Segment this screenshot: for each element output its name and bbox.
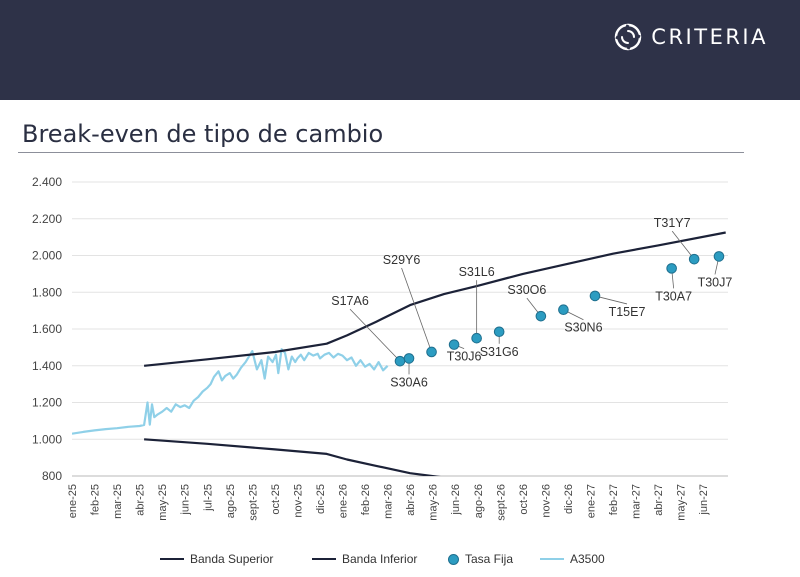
tasa-fija-point xyxy=(713,251,725,262)
tasa-fija-leader-line xyxy=(671,230,695,260)
x-tick-label: jun-26 xyxy=(450,484,462,516)
legend-banda-inferior: Banda Inferior xyxy=(312,552,417,566)
x-tick-label: nov-26 xyxy=(540,484,552,518)
legend-label: Banda Superior xyxy=(190,552,274,566)
legend-line-swatch xyxy=(540,558,564,560)
tasa-fija-point xyxy=(493,326,505,338)
x-tick-label: ago-25 xyxy=(225,484,237,518)
y-tick-label: 800 xyxy=(42,469,62,483)
tasa-fija-point-label: S31G6 xyxy=(480,345,519,359)
x-tick-label: dic-25 xyxy=(315,484,327,514)
series-banda-inferior-line xyxy=(144,438,441,476)
legend-label: A3500 xyxy=(570,552,605,566)
y-tick-label: 1.800 xyxy=(32,285,62,299)
x-tick-label: sept-25 xyxy=(247,484,259,521)
y-tick-label: 2.400 xyxy=(32,175,62,189)
legend-label: Banda Inferior xyxy=(342,552,418,566)
x-tick-label: nov-25 xyxy=(292,484,304,518)
tasa-fija-point-label: S17A6 xyxy=(331,294,369,308)
series-banda-superior-line xyxy=(143,231,726,367)
tasa-fija-point xyxy=(535,310,547,322)
chart-title: Break-even de tipo de cambio xyxy=(22,120,384,148)
x-tick-label: feb-26 xyxy=(360,484,372,515)
title-divider xyxy=(18,152,744,153)
tasa-fija-point xyxy=(448,339,460,350)
x-tick-label: ene-26 xyxy=(338,484,350,518)
criteria-swirl-logo-icon xyxy=(615,23,642,51)
y-tick-label: 2.000 xyxy=(32,249,62,263)
tasa-fija-leader-line xyxy=(594,295,628,305)
tasa-fija-point xyxy=(589,290,601,302)
tasa-fija-leader-line xyxy=(401,267,432,353)
tasa-fija-point xyxy=(688,253,700,265)
tasa-fija-point xyxy=(558,304,569,316)
legend-line-swatch xyxy=(160,558,184,560)
x-tick-label: ene-25 xyxy=(67,484,79,518)
x-tick-label: jun-27 xyxy=(698,484,710,516)
tasa-fija-point-label: T31Y7 xyxy=(654,216,691,230)
x-tick-label: oct-25 xyxy=(270,484,282,515)
x-tick-label: abr-25 xyxy=(135,484,147,516)
x-tick-label: ene-27 xyxy=(585,484,597,518)
tasa-fija-point xyxy=(403,353,415,364)
y-tick-label: 1.200 xyxy=(32,396,62,410)
x-tick-label: feb-25 xyxy=(90,484,102,515)
legend-line-swatch xyxy=(312,558,336,560)
legend-a3500: A3500 xyxy=(540,552,605,566)
legend-banda-superior: Banda Superior xyxy=(160,552,273,566)
x-tick-label: may-26 xyxy=(428,484,440,521)
y-tick-label: 1.600 xyxy=(32,322,62,336)
chart-legend: Banda Superior Banda Inferior Tasa Fija … xyxy=(0,552,800,572)
chart: 800 1.000 1.200 1.400 1.600 1.800 2.000 2.200 2.… xyxy=(32,175,733,521)
x-tick-label: may-25 xyxy=(157,484,169,521)
tasa-fija-point-label: S31L6 xyxy=(459,265,495,279)
tasa-fija-point-label: T30J6 xyxy=(447,350,482,364)
tasa-fija-point-label: S29Y6 xyxy=(383,253,421,267)
legend-label: Tasa Fija xyxy=(465,552,514,566)
y-tick-label: 2.200 xyxy=(32,212,62,226)
tasa-fija-point xyxy=(426,346,437,358)
x-tick-label: abr-26 xyxy=(405,484,417,516)
y-tick-label: 1.400 xyxy=(32,359,62,373)
x-tick-label: jun-25 xyxy=(180,484,192,516)
tasa-fija-point xyxy=(394,355,406,367)
x-tick-label: sept-26 xyxy=(495,484,507,521)
x-tick-label: may-27 xyxy=(676,484,688,521)
header-bar: CRITERIA xyxy=(0,0,800,100)
x-tick-label: mar-27 xyxy=(631,484,643,519)
tasa-fija-point xyxy=(666,263,677,274)
x-tick-label: mar-25 xyxy=(112,484,124,519)
brand: CRITERIA xyxy=(613,22,768,52)
series-a3500-line xyxy=(72,348,389,435)
tasa-fija-point-label: T30J7 xyxy=(698,275,733,289)
tasa-fija-leader-line xyxy=(349,308,401,362)
x-tick-label: feb-27 xyxy=(608,484,620,515)
legend-dot-swatch xyxy=(448,553,459,565)
x-tick-label: oct-26 xyxy=(518,484,530,515)
tasa-fija-point-label: S30O6 xyxy=(507,283,546,297)
brand-name: CRITERIA xyxy=(651,25,768,49)
tasa-fija-point-label: S30A6 xyxy=(390,375,428,389)
x-tick-label: jul-25 xyxy=(202,484,214,512)
x-tick-label: ago-26 xyxy=(473,484,485,518)
x-tick-label: abr-27 xyxy=(653,484,665,516)
tasa-fija-point-label: S30N6 xyxy=(564,321,602,335)
x-tick-label: mar-26 xyxy=(383,484,395,519)
tasa-fija-point-label: T15E7 xyxy=(609,305,646,319)
legend-tasa-fija: Tasa Fija xyxy=(448,552,513,566)
tasa-fija-point-label: T30A7 xyxy=(655,289,692,303)
x-tick-label: dic-26 xyxy=(563,484,575,514)
y-tick-label: 1.000 xyxy=(32,432,62,446)
tasa-fija-point xyxy=(471,332,482,344)
